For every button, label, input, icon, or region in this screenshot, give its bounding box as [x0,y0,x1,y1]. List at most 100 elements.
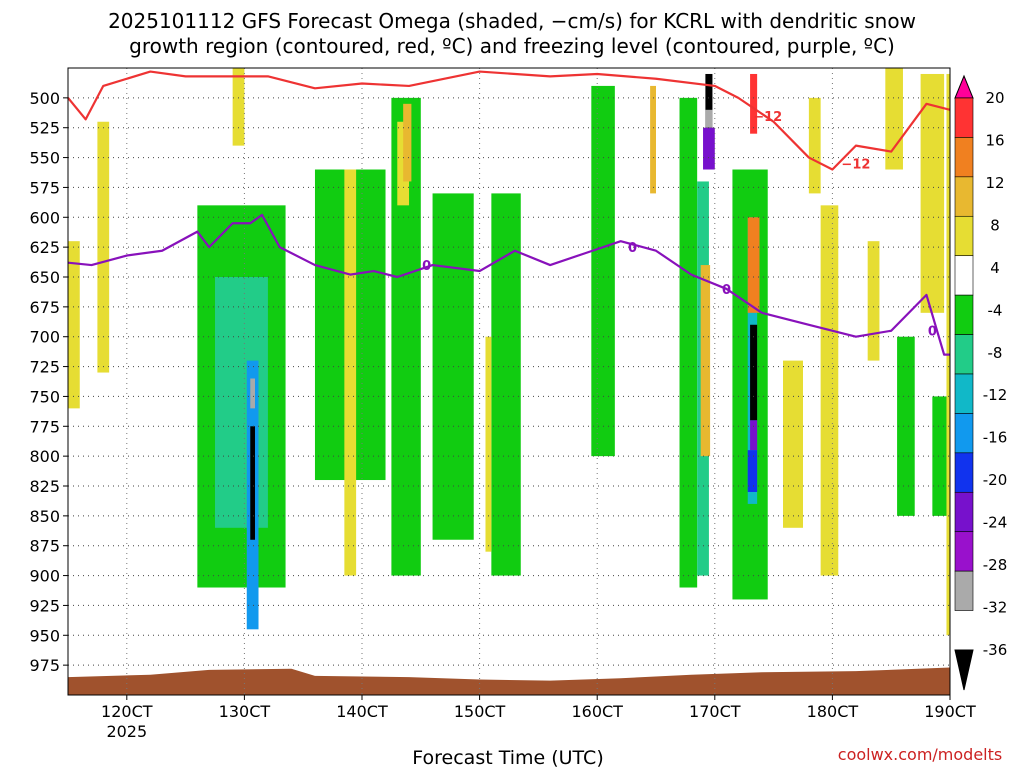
colorbar-label: -24 [983,514,1008,532]
x-tick-label: 140CT [336,702,388,721]
omega-cell [68,241,80,409]
y-tick-label: 825 [29,477,60,496]
colorbar-segment [954,334,974,375]
freezing-level-label: 0 [422,259,431,274]
omega-cell [750,73,758,134]
colorbar-segment [954,137,974,178]
omega-cell [808,97,821,194]
omega-cell [700,265,711,457]
omega-cell [820,205,839,576]
colorbar-label: -4 [988,301,1003,319]
y-tick-label: 850 [29,507,60,526]
omega-cell [747,450,758,492]
x-tick-label: 190CT [924,702,976,721]
omega-cell [491,193,521,576]
colorbar-segment [954,373,974,414]
omega-cell [897,336,915,516]
x-year-label: 2025 [106,722,147,741]
colorbar-segment [954,491,974,533]
y-tick-label: 525 [29,119,60,138]
omega-cell [932,396,948,516]
omega-cell [591,85,615,457]
omega-cell [920,73,945,313]
colorbar-segment [954,570,974,611]
y-tick-label: 600 [29,208,60,227]
x-tick-label: 180CT [807,702,859,721]
omega-cell [885,68,903,170]
colorbar-label: -12 [983,386,1008,404]
colorbar-segment [954,255,974,296]
terrain [68,667,950,695]
y-tick-label: 650 [29,268,60,287]
omega-cell [750,324,758,421]
x-tick-label: 160CT [571,702,623,721]
y-tick-label: 725 [29,358,60,377]
y-tick-label: 750 [29,387,60,406]
colorbar-label: -20 [983,471,1008,489]
credit-text[interactable]: coolwx.com/modelts [838,745,1002,764]
colorbar-label: 12 [985,174,1004,192]
y-tick-label: 700 [29,328,60,347]
chart-title-line1: 2025101112 GFS Forecast Omega (shaded, −… [108,9,916,33]
colorbar-label: -16 [983,429,1008,447]
chart-title-line2: growth region (contoured, red, ºC) and f… [129,34,895,58]
colorbar-label: -8 [988,344,1003,362]
omega-cell [250,378,255,409]
colorbar-bottom-arrow [954,649,974,691]
x-tick-label: 130CT [219,702,271,721]
colorbar-label: -32 [983,599,1008,617]
x-tick-label: 120CT [101,702,153,721]
y-tick-label: 875 [29,537,60,556]
omega-cell [232,68,245,146]
y-tick-label: 925 [29,596,60,615]
colorbar-segment [954,452,974,493]
colorbar-segment [954,215,974,257]
omega-cell [747,217,760,313]
y-tick-label: 500 [29,89,60,108]
omega-cell [750,420,758,451]
colorbar-segment [954,294,974,335]
colorbar-segment [954,413,974,454]
colorbar-segment [954,176,974,217]
colorbar-label: -36 [983,641,1008,659]
colorbar: 20 16 12 8 4 -4 -8 -12 -16 -20 -24 -28 -32 -36 [954,74,1008,691]
dgz-label: −12 [841,158,870,173]
colorbar-label: 4 [990,259,1000,277]
y-tick-label: 775 [29,417,60,436]
omega-cell [485,336,492,552]
freezing-level-label: 0 [928,325,937,340]
y-tick-label: 950 [29,626,60,645]
y-tick-label: 625 [29,238,60,257]
omega-cell [250,426,255,540]
x-axis: 120CT 130CT 140CT 150CT 160CT 170CT 180CT 190CT… [101,695,976,741]
y-tick-label: 975 [29,656,60,675]
x-axis-label: Forecast Time (UTC) [412,747,603,768]
colorbar-segment [954,97,974,138]
colorbar-label: 8 [990,216,1000,234]
y-tick-label: 550 [29,149,60,168]
y-tick-label: 675 [29,298,60,317]
omega-cell [679,97,698,588]
omega-cell [215,277,268,528]
omega-cell [344,169,357,576]
omega-cell [783,360,803,528]
plot-area: 0 0 0 0 −12 −12 [67,67,951,696]
dgz-minus12-contour [67,70,951,171]
y-axis: 500 525 550 575 600 625 650 675 700 725 750 775 800 8… [29,89,68,675]
colorbar-label: 16 [985,131,1004,149]
plot-frame [67,67,951,696]
y-tick-label: 800 [29,447,60,466]
omega-cell [703,127,715,170]
colorbar-top-arrow [954,74,974,99]
dgz-label: −12 [753,110,782,125]
omega-cell [403,103,412,182]
y-tick-label: 900 [29,567,60,586]
freezing-level-label: 0 [722,283,731,298]
freezing-level-label: 0 [628,241,637,256]
omega-cell [867,241,880,361]
x-tick-label: 150CT [454,702,506,721]
freezing-level-contour [67,213,950,356]
omega-cell [650,85,656,194]
y-tick-label: 575 [29,178,60,197]
